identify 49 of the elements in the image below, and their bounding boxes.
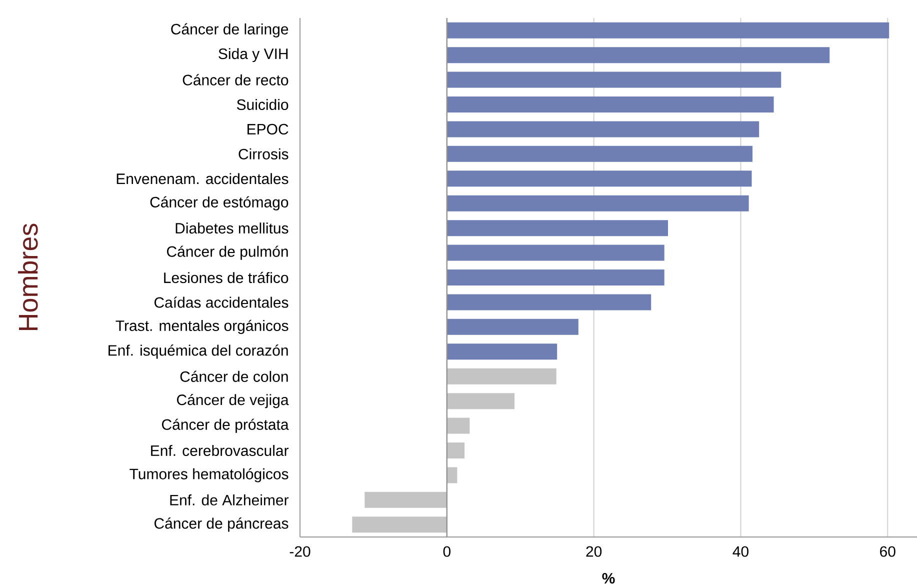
bar — [446, 418, 470, 434]
y-tick-label: Cáncer de páncreas — [154, 518, 288, 532]
bar — [446, 344, 558, 360]
bar — [446, 146, 752, 162]
y-tick-label: Cáncer de próstata — [162, 418, 289, 433]
x-tick-label: 40 — [732, 546, 748, 557]
y-tick-label: Cáncer de recto — [182, 74, 288, 86]
y-tick-label: Envenenam. accidentales — [116, 173, 288, 184]
bar — [446, 96, 774, 112]
bar — [352, 516, 447, 533]
y-tick-label: EPOC — [248, 124, 288, 135]
x-tick-label: 20 — [586, 546, 602, 557]
bar — [446, 195, 749, 212]
y-tick-label: Cáncer de vejiga — [177, 394, 289, 408]
x-axis-title: % — [602, 573, 615, 584]
bar — [446, 393, 514, 410]
y-axis-title: Hombres — [18, 224, 38, 330]
y-tick-label: Trast. mentales orgánicos — [116, 320, 288, 334]
bar — [446, 269, 664, 286]
y-tick-label: Cirrosis — [238, 148, 288, 160]
bar — [446, 294, 652, 310]
y-tick-label: Cáncer de estómago — [150, 196, 288, 210]
y-tick-label: Lesiones de tráfico — [164, 272, 288, 284]
y-tick-label: Enf. de Alzheimer — [170, 494, 289, 506]
y-tick-label: Enf. isquémica del corazón — [108, 344, 288, 359]
y-tick-label: Enf. cerebrovascular — [151, 444, 289, 456]
y-tick-label: Cáncer de pulmón — [167, 246, 288, 260]
y-tick-label: Diabetes mellitus — [176, 222, 288, 234]
y-tick-label: Caídas accidentales — [154, 296, 288, 308]
y-tick-label: Cáncer de colon — [180, 370, 288, 382]
bar — [446, 318, 578, 335]
bar — [446, 47, 830, 64]
bar — [446, 121, 760, 138]
y-tick-label: Sida y VIH — [218, 48, 288, 62]
bar — [446, 220, 668, 236]
x-tick-label: 0 — [443, 546, 450, 557]
y-tick-label: Tumores hematológicos — [130, 468, 288, 482]
y-tick-label: Suicidio — [236, 98, 288, 110]
bar — [446, 467, 458, 484]
x-tick-label: -20 — [290, 546, 310, 557]
bar — [446, 170, 752, 187]
bar — [446, 72, 782, 88]
bar — [446, 244, 664, 261]
x-tick-label: 60 — [880, 546, 896, 557]
y-tick-label: Cáncer de laringe — [171, 23, 288, 38]
bar — [446, 368, 556, 384]
bar — [446, 22, 890, 38]
bar — [446, 442, 465, 458]
bar — [364, 492, 447, 508]
